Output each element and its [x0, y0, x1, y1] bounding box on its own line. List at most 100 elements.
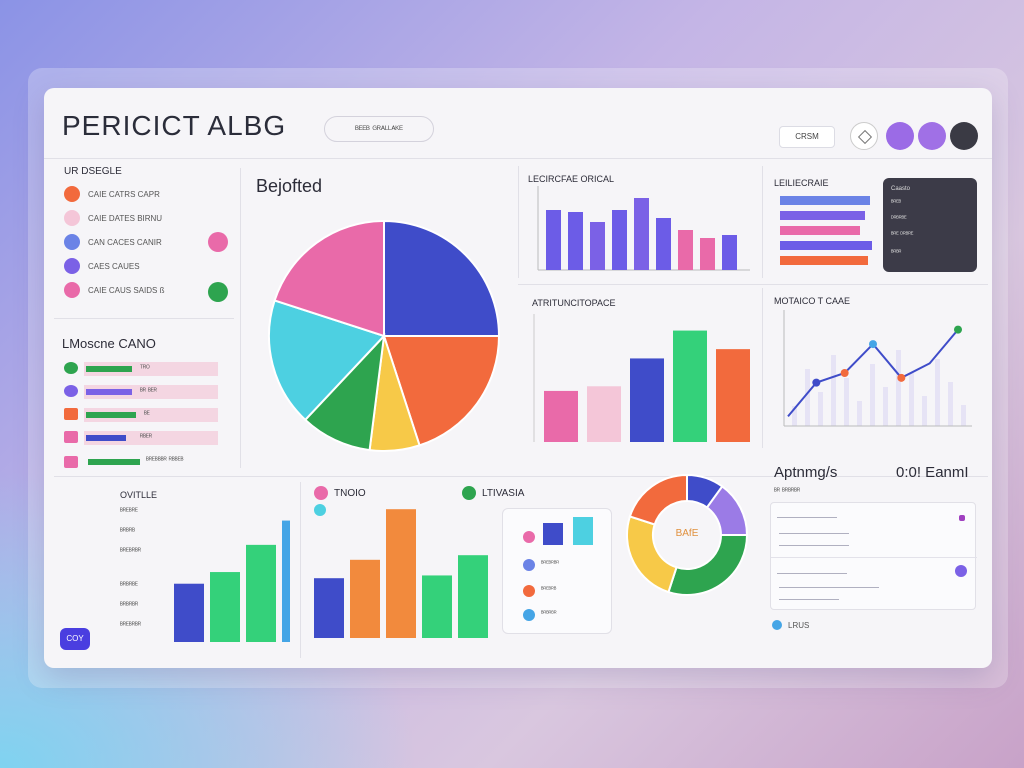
hbar-mark — [780, 211, 865, 220]
bottom-bar-title: OVITLLE — [120, 490, 158, 500]
pie-slice — [667, 534, 749, 596]
notes-dot — [523, 609, 535, 621]
stats-value: 0:0! EanmI — [896, 464, 969, 481]
bar-mark — [458, 555, 488, 638]
bottom-row-label: ᴮᴿᴮᴿᴮᴿ — [120, 602, 139, 609]
bar-chart-1 — [537, 186, 750, 271]
donut-center-label: BAfE — [675, 528, 699, 539]
list-row-label: ᴿᴮᴱᴿ — [140, 434, 153, 441]
tooltip-line: ᴮᴿᴱᴮ — [891, 200, 902, 206]
bg-bar — [935, 359, 940, 426]
bar-mark — [612, 210, 627, 270]
filter-pill[interactable]: ᴮᴱᴱᴮ ᴳᴿᴬᴸᴸᴬᴷᴱ — [324, 116, 434, 142]
notes-bar — [573, 517, 593, 545]
group-legend-dot — [314, 504, 326, 516]
hbar-mark — [780, 226, 860, 235]
stats-sub: ᴮᴿ ᴮᴿᴮᴿᴮᴿ — [774, 488, 801, 495]
notes-text: ᴮᴿᴱᴮᴿᴮ — [541, 587, 557, 593]
group-title-b: LTIVASIA — [482, 488, 525, 499]
bg-bar — [844, 378, 849, 426]
bottom-divider-1 — [300, 482, 301, 658]
list-row-track — [84, 362, 218, 376]
list-row-track — [84, 408, 218, 422]
bottom-row-label: ᴮᴿᴱᴮᴿᴮᴿ — [120, 622, 142, 629]
pie-slice — [382, 335, 501, 447]
list-row-track — [84, 385, 218, 399]
bar-mark — [210, 572, 240, 642]
list-row-icon — [64, 431, 78, 443]
list-row-label: ᵀᴿᴼ — [140, 365, 150, 372]
legend-dot — [64, 234, 80, 250]
header-button[interactable]: CRSM — [779, 126, 835, 148]
dark-avatar-icon[interactable] — [950, 122, 978, 150]
stats-divider — [771, 557, 977, 558]
pie-slice — [273, 219, 385, 338]
tooltip-card: Caasto ᴮᴿᴱᴮ ᴰᴿᴮᴿᴮᴱ ᴮᴿᴱ ᴰᴿᴮᴿᴱ ᴮᴿᴮᴿ — [883, 178, 977, 272]
pie-slice — [303, 333, 386, 452]
list-row-bar — [86, 389, 132, 395]
bar-mark — [314, 578, 344, 638]
bg-bar — [857, 401, 862, 426]
pie-chart — [268, 219, 501, 452]
hbar-mark — [780, 196, 870, 205]
bar-mark — [174, 583, 204, 642]
stats-line — [779, 599, 839, 600]
group-title-a: TNOIO — [334, 488, 366, 499]
list-row-bar — [86, 366, 132, 372]
legend-dot — [64, 210, 80, 226]
list-row-icon — [64, 408, 78, 420]
line-point — [812, 378, 821, 387]
bar-mark — [422, 575, 452, 638]
bg-bar — [805, 369, 810, 426]
list-title: LMoscne CANO — [62, 336, 156, 351]
list-row-bar — [88, 459, 140, 465]
stats-line — [779, 533, 849, 534]
bar-mark — [700, 238, 715, 270]
pie-slice — [268, 299, 386, 422]
legend-item: CAIE CAUS SAIDS ß — [88, 286, 165, 295]
stats-marker-dot — [955, 565, 967, 577]
bg-bar — [792, 406, 797, 426]
bottom-row-label: ᴮᴿᴱᴮᴿᴱ — [120, 508, 138, 515]
bg-bar — [922, 396, 927, 426]
hbar-chart — [780, 196, 872, 265]
legend-item: CAIE CATRS CAPR — [88, 190, 160, 199]
bottom-row-label: ᴮᴿᴮᴿᴮᴱ — [120, 582, 138, 589]
pie-title: Bejofted — [256, 176, 323, 196]
purple-avatar-icon[interactable] — [886, 122, 914, 150]
violet-avatar-icon[interactable] — [918, 122, 946, 150]
bar-mark — [656, 218, 671, 270]
list-row-label: ᴮᴱ — [144, 411, 150, 418]
bg-bar — [818, 392, 823, 426]
list-row-icon — [64, 456, 78, 468]
donut-chart — [626, 473, 749, 596]
list-row-bar — [86, 412, 136, 418]
bar-mark — [590, 222, 605, 270]
legend-divider — [54, 318, 234, 319]
legend-dot — [64, 186, 80, 202]
stats-title: Aptnmg/s — [774, 464, 838, 481]
notes-card: ᴮᴿᴱᴮᴿᴮᴿ ᴮᴿᴱᴮᴿᴮ ᴮᴿᴮᴿᴮᴿ — [502, 508, 612, 634]
bar-chart-2 — [533, 314, 750, 442]
bar-card-1-title: LECIRCFAE ORICAL — [528, 174, 615, 184]
bottom-row-label: ᴮᴿᴮᴿᴮ — [120, 528, 136, 535]
legend-side-dot — [208, 232, 228, 252]
header: PERICICT ALBG ᴮᴱᴱᴮ ᴳᴿᴬᴸᴸᴬᴷᴱ CRSM — [44, 88, 992, 158]
notes-dot — [523, 531, 535, 543]
bar-mark — [722, 235, 737, 270]
tooltip-line: ᴰᴿᴮᴿᴮᴱ — [891, 216, 907, 222]
legend-dot — [64, 258, 80, 274]
settings-diamond-icon[interactable] — [850, 122, 878, 150]
notes-text: ᴮᴿᴮᴿᴮᴿ — [541, 611, 557, 617]
primary-button[interactable]: COY — [60, 628, 90, 650]
notes-dot — [523, 585, 535, 597]
stats-line — [777, 573, 847, 574]
hbar-card-divider — [762, 166, 763, 278]
bar-mark — [634, 198, 649, 270]
line-point — [869, 340, 877, 349]
notes-text: ᴮᴿᴱᴮᴿᴮᴿ — [541, 561, 560, 567]
series-b-dot — [462, 486, 476, 500]
legend-item: CAN CACES CANIR — [88, 238, 162, 247]
list-row-track — [84, 431, 218, 445]
bg-bar — [909, 373, 914, 426]
